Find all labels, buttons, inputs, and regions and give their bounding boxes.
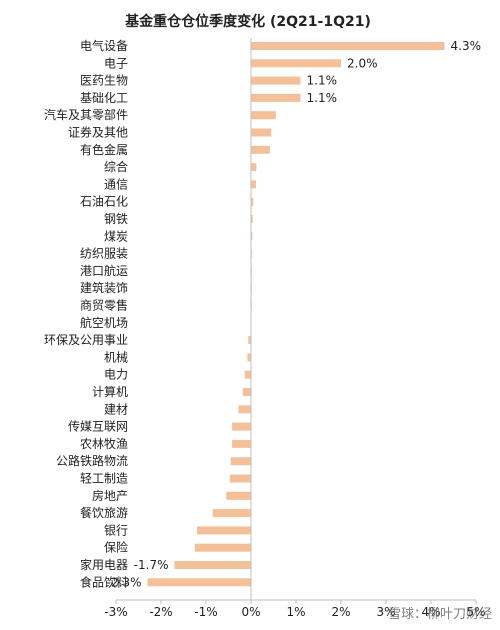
bar — [251, 59, 341, 68]
bar — [251, 76, 301, 85]
category-label: 基础化工 — [80, 91, 128, 105]
data-labels: 4.3% 2.0% 1.1% 1.1% -1.7% -2.3% — [107, 39, 481, 589]
bar — [251, 180, 256, 189]
x-tick-label: 2% — [331, 605, 350, 619]
category-label: 建筑装饰 — [80, 280, 128, 295]
x-tick-label: 5% — [466, 605, 485, 619]
bar — [251, 145, 270, 154]
category-label: 餐饮旅游 — [80, 505, 128, 520]
bar — [197, 526, 251, 535]
x-tick-label: 3% — [376, 605, 395, 619]
bar — [238, 405, 251, 414]
x-tick-label: 0% — [241, 605, 260, 619]
category-label: 煤炭 — [104, 229, 128, 243]
data-label: 1.1% — [307, 91, 338, 105]
data-label: 1.1% — [307, 74, 338, 88]
category-label: 汽车及其零部件 — [44, 107, 128, 122]
bar — [247, 353, 251, 362]
category-label: 建材 — [104, 402, 128, 416]
bar — [251, 93, 301, 102]
x-tick-label: 1% — [286, 605, 305, 619]
bar — [174, 561, 251, 569]
bar — [251, 197, 254, 206]
bar — [194, 543, 251, 552]
data-label: -2.3% — [107, 575, 142, 589]
category-label: 综合 — [104, 159, 128, 174]
category-label: 证券及其他 — [68, 125, 128, 140]
category-label: 航空机场 — [80, 315, 128, 330]
data-label: -1.7% — [134, 558, 169, 572]
data-label: 4.3% — [451, 39, 482, 53]
x-tick-label: -1% — [194, 605, 217, 619]
bar — [212, 509, 251, 518]
category-label: 港口航运 — [80, 263, 128, 278]
category-label: 钢铁 — [104, 212, 128, 226]
category-label: 家用电器 — [80, 557, 128, 572]
category-label: 计算机 — [92, 384, 128, 399]
category-label: 石油石化 — [80, 195, 128, 209]
category-label: 食品饮料 — [80, 574, 128, 589]
chart-title: 基金重仓仓位季度变化 (2Q21-1Q21) — [125, 13, 371, 30]
category-label: 通信 — [104, 177, 128, 191]
bar — [232, 422, 251, 431]
bars-group — [147, 42, 445, 587]
category-label: 纺织服装 — [80, 247, 128, 261]
bar — [230, 457, 251, 466]
category-label: 房地产 — [92, 488, 128, 503]
bar — [244, 370, 251, 379]
category-label: 保险 — [104, 540, 128, 555]
category-label: 农林牧渔 — [80, 437, 128, 451]
x-tick-label: 4% — [421, 605, 440, 619]
category-label: 轻工制造 — [80, 472, 128, 486]
x-tick-label: -2% — [149, 605, 172, 619]
data-label: 2.0% — [347, 56, 378, 70]
x-tick-label: -3% — [104, 605, 127, 619]
category-label: 电子 — [104, 56, 128, 70]
category-label: 商贸零售 — [80, 298, 128, 313]
bar — [229, 474, 251, 483]
bar — [251, 42, 445, 50]
bar — [251, 163, 257, 172]
category-label: 公路铁路物流 — [56, 453, 128, 468]
watermark: 雪球：柳叶刀财经 — [387, 607, 492, 622]
x-axis: -3% -2% -1% 0% 1% 2% 3% 4% 5% — [104, 38, 486, 619]
category-label: 有色金属 — [80, 142, 128, 157]
bar — [251, 111, 276, 120]
bar — [251, 128, 272, 137]
category-label: 机械 — [104, 349, 128, 364]
category-label: 传媒互联网 — [68, 419, 128, 434]
bar — [232, 439, 251, 448]
bar — [251, 232, 253, 241]
category-label: 医药生物 — [80, 74, 128, 88]
category-label: 电力 — [104, 368, 128, 382]
bar — [242, 388, 251, 396]
bar — [251, 215, 253, 223]
category-label: 银行 — [104, 523, 128, 537]
category-labels: 电气设备电子医药生物基础化工汽车及其零部件证券及其他有色金属综合通信石油石化钢铁… — [44, 38, 128, 589]
bar — [248, 336, 251, 345]
category-label: 环保及公用事业 — [44, 333, 128, 347]
bar — [226, 491, 251, 500]
category-label: 电气设备 — [80, 38, 128, 53]
bar — [147, 578, 251, 587]
